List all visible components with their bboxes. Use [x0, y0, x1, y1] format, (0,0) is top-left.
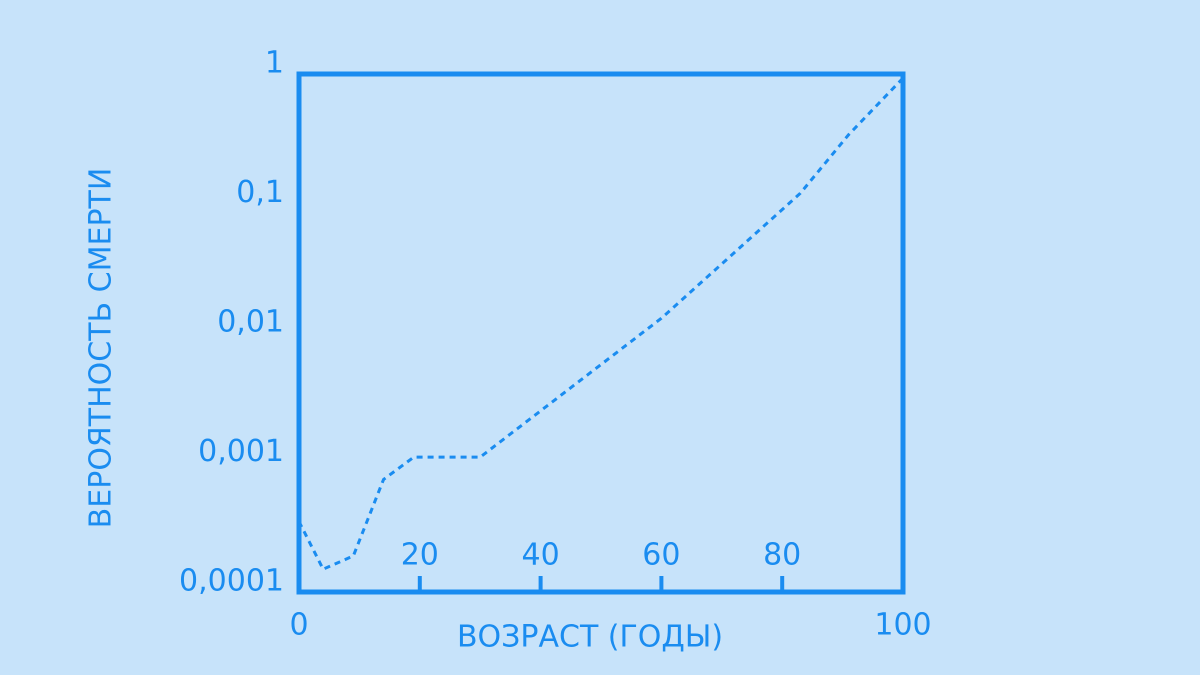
x-tick-label: 60	[642, 538, 680, 573]
y-tick-label: 0,1	[236, 175, 284, 210]
plot-frame	[296, 71, 906, 595]
x-tick-label: 40	[522, 538, 560, 573]
y-axis-label: ВЕРОЯТНОСТЬ СМЕРТИ	[84, 168, 119, 529]
data-line	[297, 77, 905, 572]
y-tick-label: 0,001	[198, 434, 284, 469]
x-tick-label: 20	[401, 538, 439, 573]
x-tick-label: 0	[289, 608, 308, 643]
x-axis-label: ВОЗРАСТ (ГОДЫ)	[457, 620, 723, 655]
x-tick-label: 100	[874, 608, 931, 643]
y-tick-label: 0,0001	[179, 564, 284, 599]
x-tick-label: 80	[763, 538, 801, 573]
y-tick-label: 0,01	[217, 305, 284, 340]
y-tick-label: 1	[265, 46, 284, 81]
